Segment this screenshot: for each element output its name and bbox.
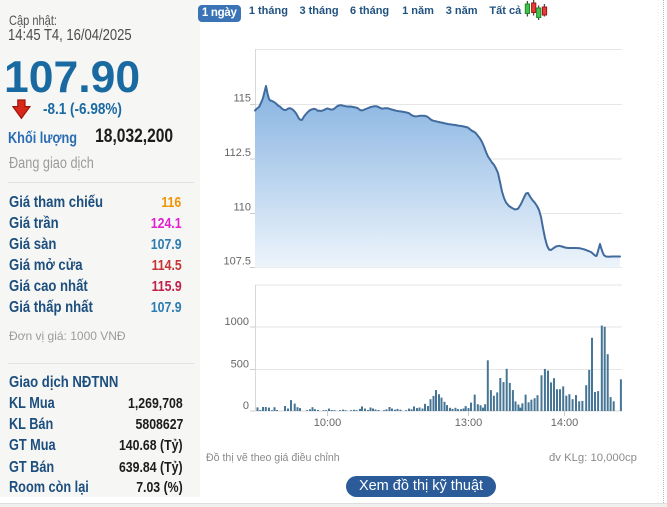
svg-text:110: 110 <box>233 202 251 214</box>
svg-text:13:00: 13:00 <box>455 417 483 429</box>
svg-text:10:00: 10:00 <box>314 417 342 429</box>
svg-text:112.5: 112.5 <box>224 147 251 159</box>
svg-text:115: 115 <box>233 93 251 105</box>
svg-text:0: 0 <box>243 400 249 412</box>
svg-text:107.5: 107.5 <box>223 256 251 268</box>
svg-text:500: 500 <box>231 359 249 371</box>
svg-text:14:00: 14:00 <box>551 417 579 429</box>
svg-text:1000: 1000 <box>225 316 249 328</box>
